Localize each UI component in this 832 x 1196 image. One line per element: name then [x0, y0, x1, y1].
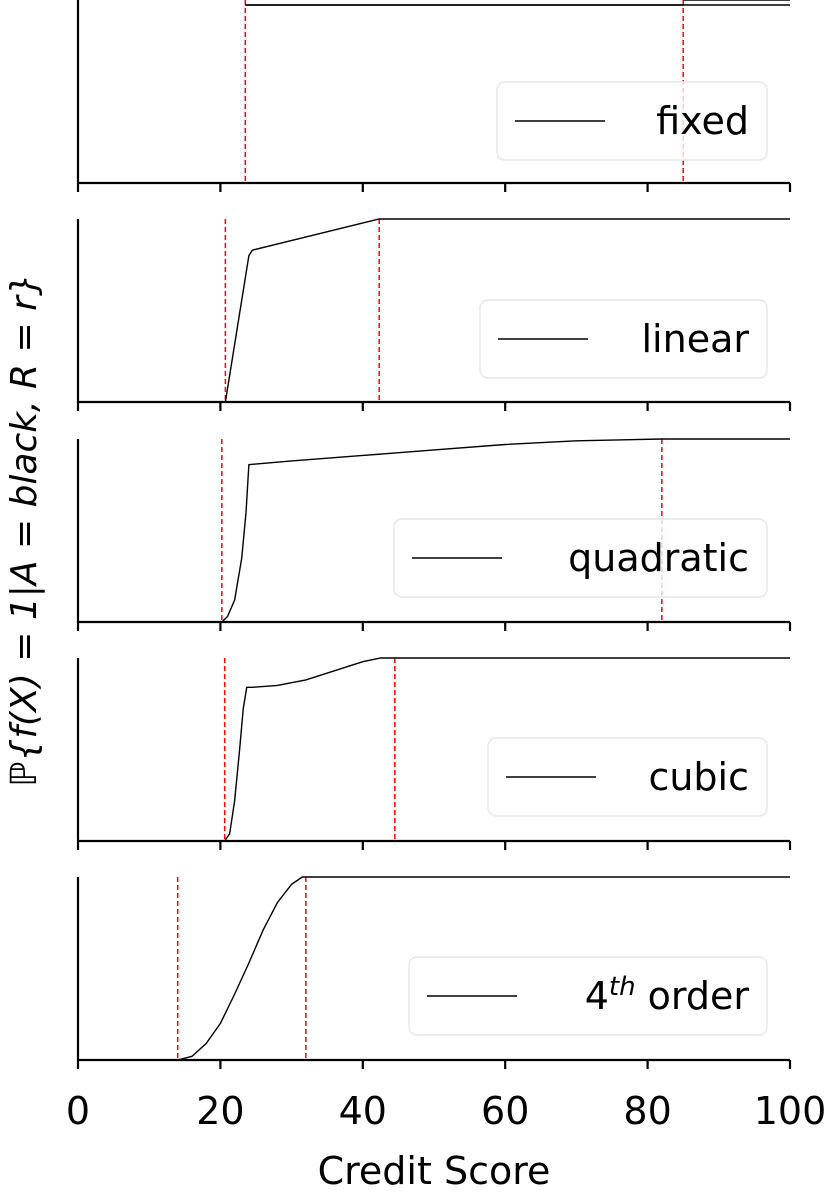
- legend-5: 4th order: [408, 956, 768, 1036]
- x-tick-label-40: 40: [339, 1089, 387, 1133]
- x-tick-label-60: 60: [481, 1089, 529, 1133]
- series-line-4th-order: [177, 876, 790, 1061]
- x-tick-label-0: 0: [66, 1089, 90, 1133]
- panel-4: cubic: [76, 657, 792, 850]
- legend-box: [487, 737, 768, 817]
- legend-3: quadratic: [393, 518, 768, 598]
- legend-box: [408, 956, 768, 1036]
- legend-box: [496, 81, 768, 161]
- legend-label: quadratic: [568, 536, 749, 580]
- panel-2: linear: [76, 218, 792, 411]
- legend-box: [479, 299, 768, 379]
- x-tick-label-100: 100: [754, 1089, 827, 1133]
- legend-2: linear: [479, 299, 768, 379]
- panel-5: 4th order: [76, 876, 792, 1069]
- legend-label: linear: [642, 317, 750, 361]
- x-tick-label-20: 20: [196, 1089, 244, 1133]
- panel-1: fixed: [76, 0, 792, 192]
- y-axis-title: ℙ{f(X) = 1|A = black, R = r}: [4, 273, 45, 787]
- x-axis-title: Credit Score: [318, 1149, 551, 1193]
- legend-box: [393, 518, 768, 598]
- series-line-quadratic: [221, 438, 790, 623]
- legend-4: cubic: [487, 737, 768, 817]
- x-tick-labels: 0 20 40 60 80 100: [66, 1089, 826, 1133]
- x-tick-label-80: 80: [623, 1089, 671, 1133]
- legend-1: fixed: [496, 81, 768, 161]
- legend-label: 4th order: [585, 972, 750, 1018]
- panels: fixed linear quadratic cubic 4th order: [76, 0, 792, 1069]
- series-line-linear: [224, 218, 790, 403]
- series-line-cubic: [224, 657, 790, 842]
- legend-label: fixed: [656, 99, 749, 143]
- legend-label: cubic: [648, 755, 749, 799]
- panel-3: quadratic: [76, 438, 792, 631]
